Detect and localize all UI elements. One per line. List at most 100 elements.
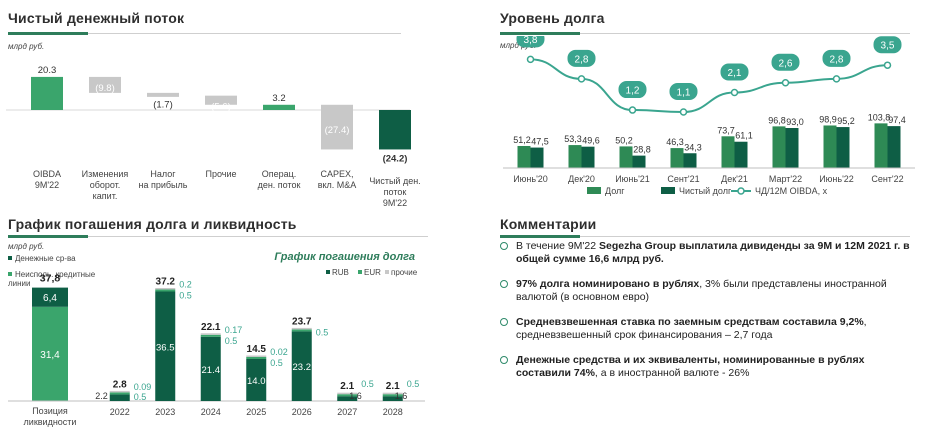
schedule-bar-rub [337, 396, 358, 401]
debt-category-label: Июнь'21 [615, 174, 650, 184]
fcf-value-label: (27.4) [325, 125, 350, 136]
debt-bar-gross [772, 126, 786, 168]
schedule-eur-label: 0.5 [361, 379, 374, 389]
fcf-chart: млрд руб.20.3OIBDA9M'22(9.8)Измененияобо… [6, 42, 421, 208]
schedule-category-label: 2025 [246, 407, 266, 417]
debt-ratio-label: 2,6 [779, 58, 793, 69]
schedule-rub-label: 21.4 [202, 365, 221, 376]
debt-ratio-point [628, 106, 637, 114]
schedule-category-label: 2023 [155, 407, 175, 417]
schedule-rub-label: 1.6 [349, 391, 362, 401]
debt-ratio-point [679, 108, 688, 116]
fcf-category-label: CAPEX, [320, 169, 353, 179]
fcf-category-label: поток [384, 187, 407, 197]
debt-ratio-line [530, 58, 888, 114]
schedule-bar-other [109, 390, 130, 393]
fcf-title-rule [8, 32, 401, 35]
circle-bullet-icon [500, 242, 508, 250]
fcf-category-label: Операц. [262, 169, 297, 179]
debt-ratio-label: 2,1 [728, 68, 742, 79]
fcf-bar [321, 104, 353, 150]
schedule-legend-label: RUB [332, 268, 349, 277]
debt-title-rule [500, 32, 910, 35]
schedule-unit-label: млрд руб. [8, 242, 44, 251]
schedule-bar-other [337, 392, 358, 395]
legend-debt: Долг [605, 186, 625, 196]
fcf-bar [205, 95, 237, 105]
schedule-eur-label: 0.5 [316, 327, 329, 337]
debt-bar-gross [874, 123, 888, 168]
debt-net-label: 47,5 [531, 137, 549, 147]
schedule-other-label: 0.02 [270, 347, 288, 357]
schedule-bar-other [155, 288, 176, 290]
comment-text: , средневзвешенный срок финансирования –… [516, 316, 867, 341]
schedule-category-label: 2022 [110, 407, 130, 417]
debt-bar-gross [517, 145, 531, 168]
debt-bar-net [530, 147, 544, 168]
comment-text: Segezha Group выплатила дивиденды за 9М … [516, 240, 910, 265]
debt-ratio-badge [618, 81, 647, 99]
comment-text: 97% долга номинировано в рублях [516, 278, 700, 290]
fcf-category-label: ден. поток [258, 180, 301, 190]
schedule-rub-label: 36.5 [156, 342, 175, 353]
schedule-title-rule [8, 235, 428, 238]
legend-swatch-debt [587, 187, 601, 194]
debt-net-label: 49,6 [582, 136, 600, 146]
debt-bar-net [836, 127, 850, 168]
debt-category-label: Март'22 [769, 174, 802, 184]
debt-gross-label: 50,2 [615, 135, 633, 145]
fcf-category-label: капит. [93, 191, 118, 201]
schedule-total-label: 37.2 [156, 277, 176, 288]
fcf-category-label: на прибыль [139, 180, 188, 190]
schedule-other-label: 0.09 [134, 382, 152, 392]
debt-net-label: 93,0 [786, 117, 804, 127]
debt-net-label: 97,4 [888, 115, 906, 125]
schedule-rub-label: 2.2 [95, 391, 108, 401]
debt-bar-net [581, 146, 595, 168]
schedule-bar-eur [200, 334, 221, 337]
schedule-category-label: 2028 [383, 407, 403, 417]
comments-title-rule [500, 235, 910, 238]
schedule-category-label: 2027 [337, 407, 357, 417]
liquidity-segment-label: 31,4 [40, 350, 60, 361]
schedule-bar-rub [382, 396, 403, 401]
schedule-chart: млрд руб. Денежные ср-ва Неисполь. кредитн… [8, 242, 425, 427]
debt-bar-gross [823, 125, 837, 168]
circle-bullet-icon [500, 280, 508, 288]
comment-text: Средневзвешенная ставка по заемным средс… [516, 316, 864, 328]
schedule-bar-rub [109, 394, 130, 401]
liquidity-total-label: 37,8 [40, 273, 61, 285]
legend-swatch-net-debt [661, 187, 675, 194]
schedule-total-label: 2.1 [386, 381, 400, 392]
schedule-total-label: 2.8 [113, 379, 127, 390]
fcf-value-label: (24.2) [383, 153, 408, 164]
debt-ratio-point [781, 79, 790, 87]
schedule-legend-swatch [385, 270, 389, 274]
schedule-bar-eur [109, 392, 130, 395]
comment-text: , 3% были представлены иностранной валют… [516, 278, 887, 303]
fcf-bar [147, 92, 179, 97]
debt-net-label: 95,2 [837, 116, 855, 126]
debt-chart: млрд руб. 51,2 47,5 Июнь'20 53,3 49,6 Дек'20 50… [500, 36, 915, 196]
comments-list: В течение 9М'22 Segezha Group выплатила … [500, 240, 910, 392]
debt-net-label: 28,8 [633, 145, 651, 155]
fcf-category-label: Изменения [82, 169, 129, 179]
debt-gross-label: 51,2 [513, 135, 531, 145]
fcf-bar [379, 110, 411, 150]
legend-credit-lines: линии [8, 279, 31, 288]
debt-bar-net [785, 128, 799, 168]
debt-ratio-label: 3,8 [524, 36, 538, 46]
schedule-bar-eur [382, 394, 403, 397]
schedule-total-label: 22.1 [201, 322, 221, 333]
liquidity-category-label: Позиция [32, 406, 68, 416]
debt-bar-gross [619, 146, 633, 168]
debt-gross-label: 46,3 [666, 137, 684, 147]
schedule-rub-label: 14.0 [247, 376, 266, 387]
legend-swatch-ratio-point [737, 187, 745, 195]
fcf-category-label: 9M'22 [383, 198, 407, 208]
debt-gross-label: 96,8 [768, 115, 786, 125]
fcf-value-label: 3.2 [272, 93, 285, 104]
debt-gross-label: 53,3 [564, 134, 582, 144]
liquidity-segment [32, 287, 68, 307]
debt-bar-net [734, 141, 748, 168]
